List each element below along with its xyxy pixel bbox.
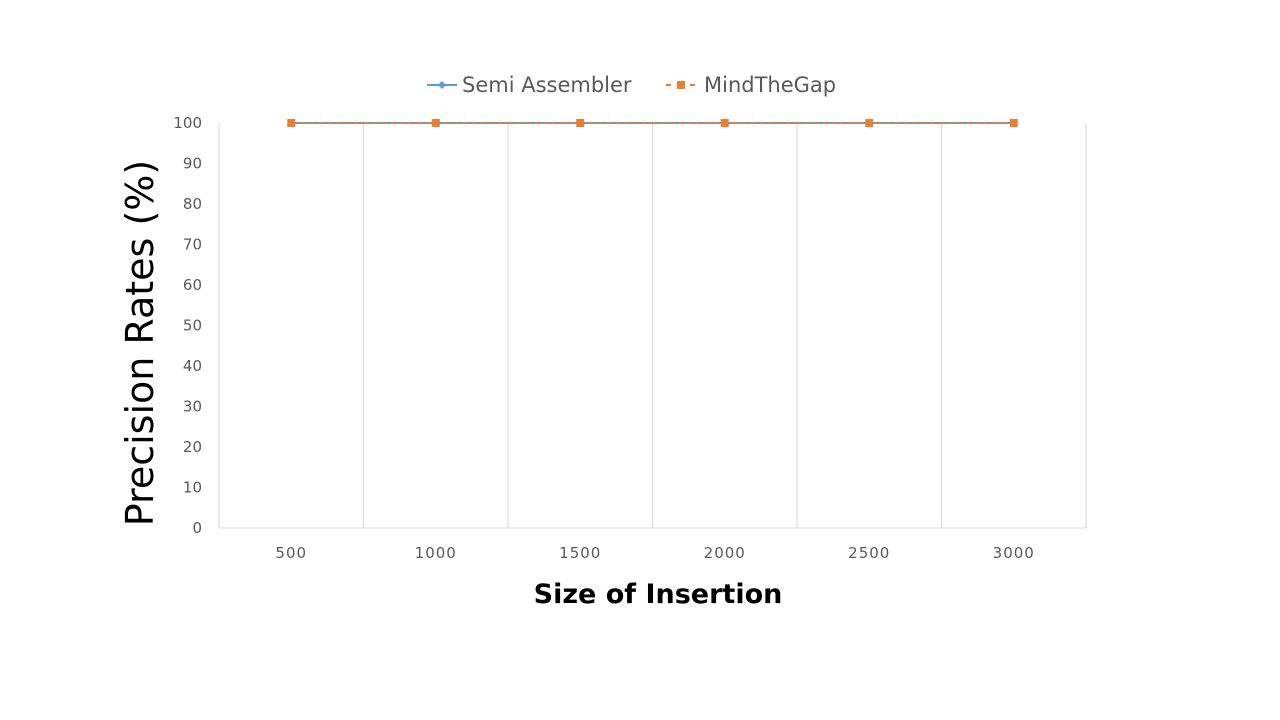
- y-tick-label: 60: [183, 276, 202, 294]
- y-axis-title: Precision Rates (%): [118, 160, 162, 526]
- legend: Semi Assembler MindTheGap: [427, 73, 836, 97]
- y-tick-label: 100: [173, 114, 202, 132]
- x-tick-label: 1500: [559, 544, 601, 562]
- legend-marker-diamond: [438, 81, 446, 89]
- data-point-square: [720, 119, 729, 127]
- series-layer: [287, 119, 1018, 127]
- legend-marker-square: [677, 81, 685, 89]
- y-tick-labels: 0 10 20 30 40 50 60 70 80 90 100: [173, 114, 202, 537]
- y-tick-label: 0: [192, 519, 202, 537]
- y-tick-label: 10: [183, 479, 202, 497]
- x-tick-label: 3000: [993, 544, 1035, 562]
- data-point-square: [287, 119, 296, 127]
- axes: [218, 123, 1086, 529]
- data-point-square: [431, 119, 440, 127]
- y-tick-label: 50: [183, 317, 202, 335]
- y-tick-label: 40: [183, 357, 202, 375]
- legend-label: Semi Assembler: [462, 73, 632, 97]
- y-tick-label: 80: [183, 195, 202, 213]
- y-tick-label: 70: [183, 236, 202, 254]
- y-tick-label: 20: [183, 438, 202, 456]
- x-tick-label: 500: [275, 544, 307, 562]
- legend-item-0: Semi Assembler: [427, 73, 632, 97]
- legend-item-1: MindTheGap: [666, 73, 836, 97]
- vertical-gridlines: [363, 123, 1087, 528]
- data-point-square: [865, 119, 874, 127]
- legend-label: MindTheGap: [704, 73, 836, 97]
- y-tick-label: 30: [183, 398, 202, 416]
- series-1: [287, 119, 1018, 127]
- x-axis-title: Size of Insertion: [534, 579, 783, 610]
- data-point-square: [1009, 119, 1018, 127]
- x-tick-label: 2000: [704, 544, 746, 562]
- x-tick-labels: 500 1000 1500 2000 2500 3000: [275, 544, 1035, 562]
- x-tick-label: 2500: [848, 544, 890, 562]
- x-tick-label: 1000: [415, 544, 457, 562]
- y-tick-label: 90: [183, 155, 202, 173]
- data-point-square: [576, 119, 585, 127]
